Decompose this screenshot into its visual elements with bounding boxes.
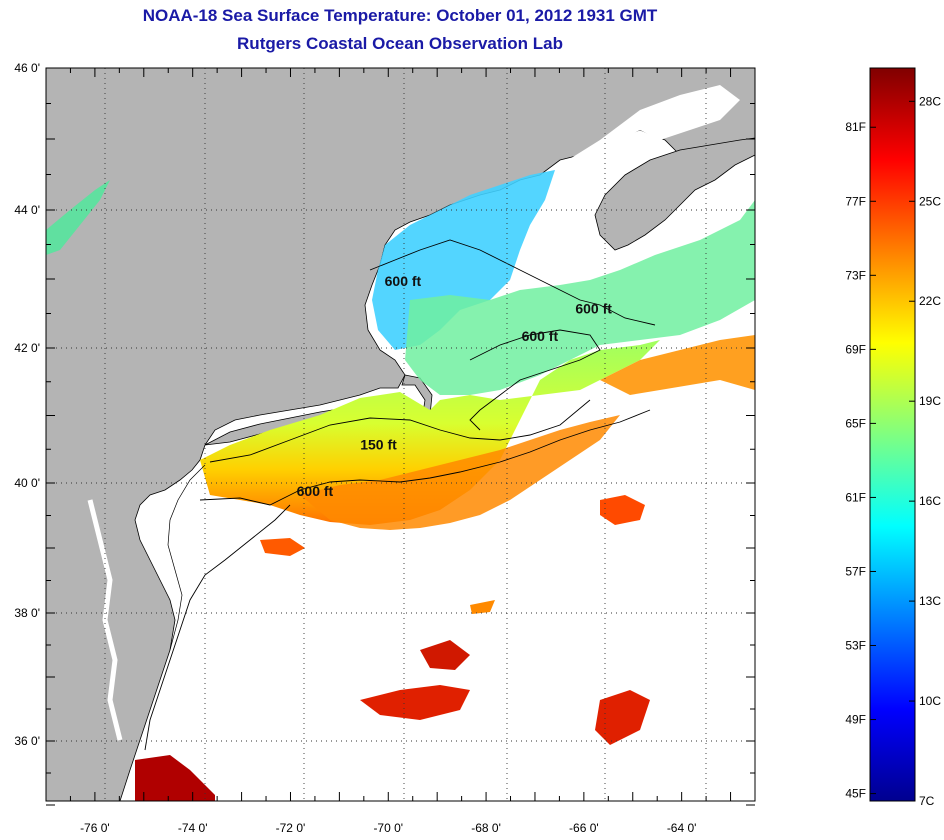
land-nova-scotia [594, 137, 755, 251]
lat-label: 44 0' [14, 203, 40, 217]
delaware-bay [147, 518, 168, 571]
colorbar-fahrenheit-label: 77F [845, 194, 866, 208]
sst-patch-7 [135, 755, 215, 801]
colorbar [869, 67, 916, 802]
colorbar-celsius-label: 16C [919, 494, 941, 508]
coastline-inner [167, 464, 206, 651]
colorbar-fahrenheit-label: 53F [845, 639, 866, 653]
map-title: NOAA-18 Sea Surface Temperature: October… [142, 6, 658, 25]
colorbar-fahrenheit-label: 65F [845, 416, 866, 430]
chesapeake-bay [87, 499, 123, 741]
lat-label: 42 0' [14, 341, 40, 355]
colorbar-celsius-label: 19C [919, 394, 941, 408]
sst-patch-2 [260, 538, 305, 556]
contour-600ft-georges [469, 329, 601, 431]
contour-labels: 600 ft 600 ft 600 ft 150 ft 600 ft [297, 273, 613, 499]
contour-600ft-north [369, 239, 656, 326]
contour-label: 150 ft [360, 436, 397, 452]
sst-patch-6 [470, 600, 495, 614]
lat-label: 40 0' [14, 476, 40, 490]
sst-patch-5 [420, 640, 470, 670]
lat-label: 46 0' [14, 61, 40, 75]
colorbar-celsius-label: 22C [919, 294, 941, 308]
lat-label: 38 0' [14, 606, 40, 620]
colorbar-celsius-label: 28C [919, 94, 941, 108]
lon-label: -72 0' [276, 821, 306, 835]
contour-shelf-break-south [144, 504, 291, 751]
colorbar-celsius-label: 7C [919, 794, 935, 808]
axis-ticks [45, 67, 756, 806]
contour-150ft [209, 399, 591, 463]
colorbar-fahrenheit-label: 57F [845, 564, 866, 578]
colorbar-labels: 45F 49F 53F 57F 61F 65F 69F 73F 77F 81F 7C 10C 13C 16… [845, 94, 941, 808]
map-subtitle: Rutgers Coastal Ocean Observation Lab [237, 34, 563, 53]
lon-label: -76 0' [80, 821, 110, 835]
lon-label: -64 0' [667, 821, 697, 835]
colorbar-fahrenheit-label: 81F [845, 120, 866, 134]
colorbar-celsius-label: 13C [919, 594, 941, 608]
contour-label: 600 ft [385, 273, 422, 289]
sst-georges-bank [405, 200, 755, 395]
graticule [46, 68, 755, 801]
colorbar-fahrenheit-label: 61F [845, 490, 866, 504]
sst-slope-water [300, 415, 620, 530]
contour-label: 600 ft [575, 301, 612, 317]
colorbar-celsius-label: 25C [919, 194, 941, 208]
lon-label: -66 0' [569, 821, 599, 835]
land-northeast-us [46, 68, 755, 801]
lon-label: -74 0' [178, 821, 208, 835]
axis-labels: -76 0' -74 0' -72 0' -70 0' -68 0' -66 0' -64 … [14, 61, 696, 835]
colorbar-fahrenheit-label: 45F [845, 787, 866, 801]
colorbar-fahrenheit-label: 69F [845, 342, 866, 356]
sst-patch-1 [600, 495, 645, 525]
lat-label: 36 0' [14, 734, 40, 748]
sst-shelf-water [200, 340, 660, 525]
contour-label: 600 ft [522, 328, 559, 344]
sst-lake-patch [46, 180, 110, 255]
sst-patch-3 [360, 685, 470, 720]
colorbar-fahrenheit-label: 73F [845, 268, 866, 282]
colorbar-fahrenheit-label: 49F [845, 713, 866, 727]
lon-label: -70 0' [373, 821, 403, 835]
sst-patch-4 [595, 690, 650, 745]
lon-label: -68 0' [471, 821, 501, 835]
contour-label: 600 ft [297, 483, 334, 499]
colorbar-celsius-label: 10C [919, 694, 941, 708]
sst-eastern-patch [600, 335, 755, 395]
contour-600ft-shelf [199, 409, 651, 506]
map-frame [45, 67, 756, 802]
no-data-gulf [560, 85, 740, 165]
